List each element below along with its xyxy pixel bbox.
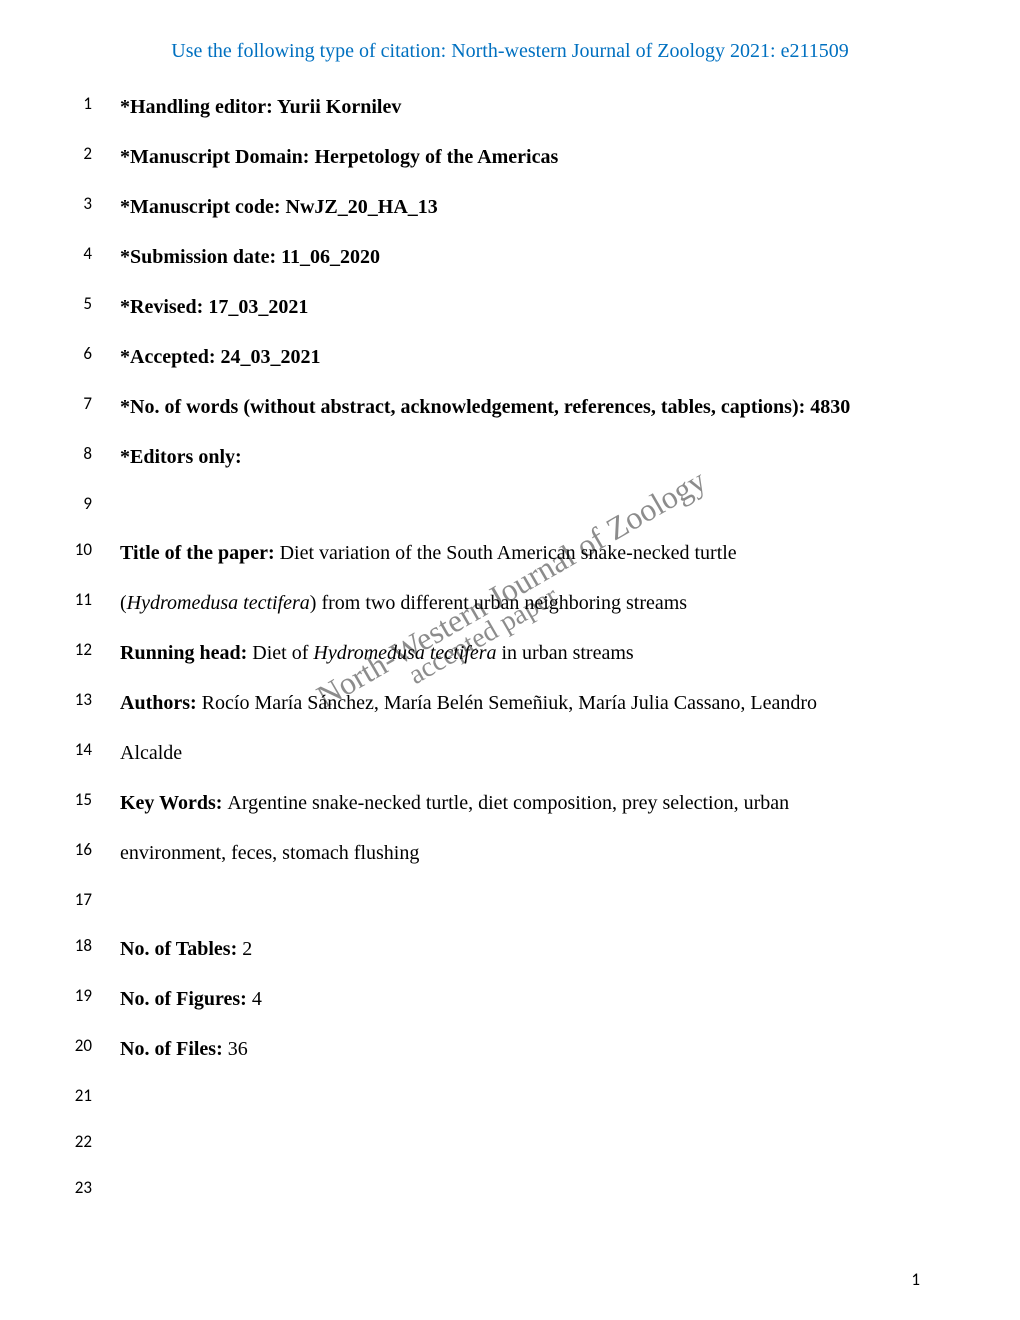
- text-segment: Diet variation of the South American sna…: [280, 542, 737, 564]
- line-content: Authors: Rocío María Sánchez, María Belé…: [120, 689, 920, 717]
- line-number: 6: [70, 343, 120, 364]
- manuscript-line: 19No. of Figures: 4: [70, 985, 920, 1013]
- line-number: 14: [70, 739, 120, 760]
- line-content: *Manuscript Domain: Herpetology of the A…: [120, 143, 920, 171]
- manuscript-line: 15Key Words: Argentine snake-necked turt…: [70, 789, 920, 817]
- line-number: 23: [70, 1177, 120, 1198]
- line-number: 5: [70, 293, 120, 314]
- manuscript-line: 17: [70, 889, 920, 913]
- text-segment: 36: [228, 1038, 248, 1060]
- manuscript-line: 21: [70, 1085, 920, 1109]
- manuscript-line: 4*Submission date: 11_06_2020: [70, 243, 920, 271]
- text-segment: Alcalde: [120, 742, 182, 764]
- manuscript-line: 14Alcalde: [70, 739, 920, 767]
- manuscript-line: 13Authors: Rocío María Sánchez, María Be…: [70, 689, 920, 717]
- text-segment: environment, feces, stomach flushing: [120, 842, 419, 864]
- line-content: *Manuscript code: NwJZ_20_HA_13: [120, 193, 920, 221]
- text-segment: 4: [252, 988, 262, 1010]
- line-number: 8: [70, 443, 120, 464]
- text-segment: in urban streams: [496, 642, 633, 664]
- line-number: 11: [70, 589, 120, 610]
- text-segment: Argentine snake-necked turtle, diet comp…: [227, 792, 789, 814]
- line-number: 2: [70, 143, 120, 164]
- text-segment: Title of the paper:: [120, 542, 280, 564]
- line-content: *Revised: 17_03_2021: [120, 293, 920, 321]
- page-number: 1: [911, 1269, 920, 1290]
- manuscript-line: 5*Revised: 17_03_2021: [70, 293, 920, 321]
- line-content: *Handling editor: Yurii Kornilev: [120, 93, 920, 121]
- text-segment: Rocío María Sánchez, María Belén Semeñiu…: [202, 692, 817, 714]
- text-segment: Diet of: [247, 642, 313, 664]
- line-content: (Hydromedusa tectifera) from two differe…: [120, 589, 920, 617]
- line-content: Alcalde: [120, 739, 920, 767]
- manuscript-line: 11(Hydromedusa tectifera) from two diffe…: [70, 589, 920, 617]
- line-number: 22: [70, 1131, 120, 1152]
- line-content: No. of Tables: 2: [120, 935, 920, 963]
- line-content: *Editors only:: [120, 443, 920, 471]
- text-segment: *Accepted: 24_03_2021: [120, 346, 321, 368]
- line-number: 3: [70, 193, 120, 214]
- line-number: 7: [70, 393, 120, 414]
- line-number: 18: [70, 935, 120, 956]
- text-segment: Hydromedusa tectifera: [313, 642, 496, 664]
- manuscript-line: 16environment, feces, stomach flushing: [70, 839, 920, 867]
- line-content: Running head: Diet of Hydromedusa tectif…: [120, 639, 920, 667]
- line-number: 15: [70, 789, 120, 810]
- manuscript-line: 8*Editors only:: [70, 443, 920, 471]
- line-number: 20: [70, 1035, 120, 1056]
- line-content: *Submission date: 11_06_2020: [120, 243, 920, 271]
- manuscript-line: 20No. of Files: 36: [70, 1035, 920, 1063]
- text-segment: *No. of words (without abstract, acknowl…: [120, 396, 850, 418]
- manuscript-line: 9: [70, 493, 920, 517]
- text-segment: ) from two different urban neighboring s…: [310, 592, 687, 614]
- text-segment: No. of Tables:: [120, 938, 242, 960]
- line-content: Key Words: Argentine snake-necked turtle…: [120, 789, 920, 817]
- line-content: No. of Figures: 4: [120, 985, 920, 1013]
- text-segment: Running head:: [120, 642, 247, 664]
- line-number: 17: [70, 889, 120, 910]
- manuscript-line: 18No. of Tables: 2: [70, 935, 920, 963]
- line-content: No. of Files: 36: [120, 1035, 920, 1063]
- line-number: 10: [70, 539, 120, 560]
- manuscript-line: 22: [70, 1131, 920, 1155]
- citation-header: Use the following type of citation: Nort…: [0, 40, 1020, 63]
- manuscript-line: 12Running head: Diet of Hydromedusa tect…: [70, 639, 920, 667]
- text-segment: *Manuscript code: NwJZ_20_HA_13: [120, 196, 438, 218]
- line-number: 9: [70, 493, 120, 514]
- line-number: 13: [70, 689, 120, 710]
- manuscript-line: 6*Accepted: 24_03_2021: [70, 343, 920, 371]
- line-number: 16: [70, 839, 120, 860]
- line-number: 21: [70, 1085, 120, 1106]
- manuscript-line: 1*Handling editor: Yurii Kornilev: [70, 93, 920, 121]
- text-segment: Hydromedusa tectifera: [127, 592, 310, 614]
- manuscript-line: 23: [70, 1177, 920, 1201]
- line-content: Title of the paper: Diet variation of th…: [120, 539, 920, 567]
- text-segment: *Revised: 17_03_2021: [120, 296, 308, 318]
- line-number: 4: [70, 243, 120, 264]
- text-segment: *Submission date: 11_06_2020: [120, 246, 380, 268]
- line-number: 19: [70, 985, 120, 1006]
- line-content: *Accepted: 24_03_2021: [120, 343, 920, 371]
- line-number: 12: [70, 639, 120, 660]
- text-segment: 2: [242, 938, 252, 960]
- line-number: 1: [70, 93, 120, 114]
- manuscript-body: 1*Handling editor: Yurii Kornilev2*Manus…: [0, 93, 1020, 1201]
- line-content: *No. of words (without abstract, acknowl…: [120, 393, 920, 421]
- text-segment: No. of Files:: [120, 1038, 228, 1060]
- manuscript-line: 10Title of the paper: Diet variation of …: [70, 539, 920, 567]
- text-segment: Key Words:: [120, 792, 227, 814]
- text-segment: Authors:: [120, 692, 202, 714]
- text-segment: *Manuscript Domain: Herpetology of the A…: [120, 146, 558, 168]
- manuscript-line: 3*Manuscript code: NwJZ_20_HA_13: [70, 193, 920, 221]
- line-content: environment, feces, stomach flushing: [120, 839, 920, 867]
- manuscript-line: 2*Manuscript Domain: Herpetology of the …: [70, 143, 920, 171]
- text-segment: *Editors only:: [120, 446, 242, 468]
- text-segment: No. of Figures:: [120, 988, 252, 1010]
- text-segment: (: [120, 592, 127, 614]
- manuscript-line: 7*No. of words (without abstract, acknow…: [70, 393, 920, 421]
- text-segment: *Handling editor: Yurii Kornilev: [120, 96, 401, 118]
